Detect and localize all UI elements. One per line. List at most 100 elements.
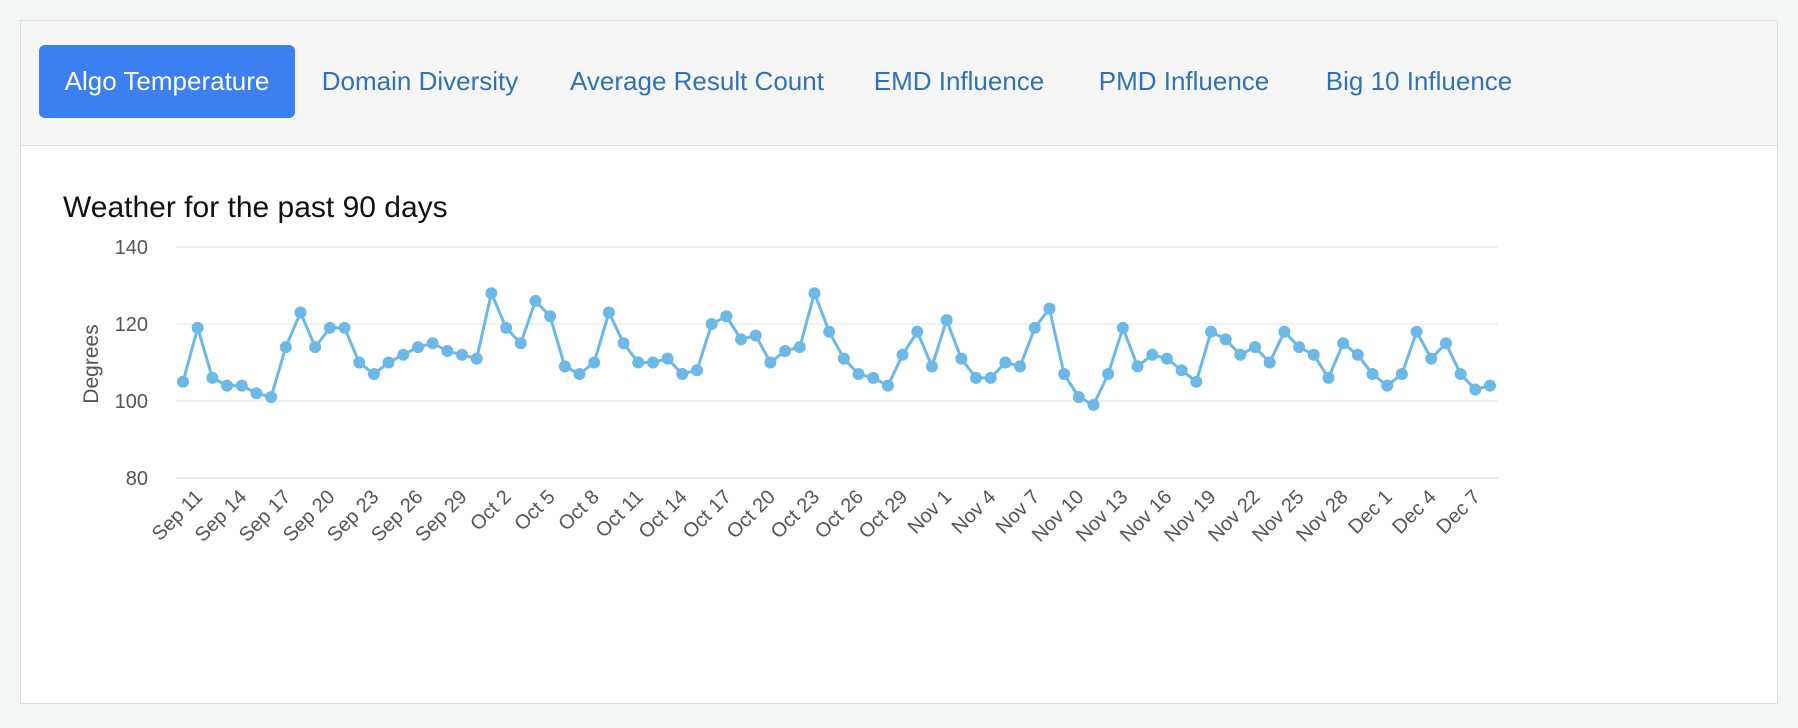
data-point[interactable] (867, 371, 880, 384)
data-point[interactable] (896, 348, 909, 361)
data-point[interactable] (265, 391, 278, 404)
data-point[interactable] (573, 368, 586, 381)
data-point[interactable] (1425, 352, 1438, 365)
data-point[interactable] (221, 379, 234, 392)
data-point[interactable] (823, 325, 836, 338)
data-point[interactable] (588, 356, 601, 369)
data-point[interactable] (632, 356, 645, 369)
data-point[interactable] (235, 379, 248, 392)
data-point[interactable] (1131, 360, 1144, 373)
data-point[interactable] (705, 318, 718, 330)
data-point[interactable] (441, 344, 454, 357)
data-point[interactable] (1204, 325, 1217, 338)
x-tick-label: Oct 26 (811, 486, 868, 543)
data-point[interactable] (1146, 348, 1159, 361)
data-point[interactable] (749, 329, 762, 342)
data-point[interactable] (940, 314, 953, 327)
tab-pmd-influence[interactable]: PMD Influence (1098, 66, 1270, 96)
data-point[interactable] (999, 356, 1012, 369)
tab-big-10-influence[interactable]: Big 10 Influence (1325, 66, 1513, 96)
data-point[interactable] (544, 310, 557, 323)
data-point[interactable] (1337, 337, 1350, 350)
data-point[interactable] (602, 306, 615, 319)
data-point[interactable] (367, 368, 380, 381)
data-point[interactable] (1395, 368, 1408, 381)
data-point[interactable] (1072, 391, 1085, 404)
data-point[interactable] (720, 310, 733, 323)
data-point[interactable] (911, 325, 924, 338)
data-point[interactable] (1175, 364, 1188, 377)
data-point[interactable] (1469, 383, 1482, 396)
data-point[interactable] (984, 371, 997, 384)
data-point[interactable] (1219, 333, 1232, 346)
data-point[interactable] (1366, 368, 1379, 381)
data-point[interactable] (426, 337, 439, 350)
data-point[interactable] (1307, 348, 1320, 361)
data-point[interactable] (485, 287, 498, 300)
x-tick-label: Nov 4 (948, 486, 1001, 539)
data-point[interactable] (1058, 368, 1071, 381)
data-point[interactable] (1381, 379, 1394, 392)
data-point[interactable] (1484, 379, 1496, 392)
data-point[interactable] (1263, 356, 1276, 369)
data-point[interactable] (470, 352, 483, 365)
data-point[interactable] (808, 287, 821, 300)
data-point[interactable] (177, 375, 189, 388)
data-point[interactable] (779, 344, 792, 357)
data-point[interactable] (1439, 337, 1452, 350)
data-point[interactable] (353, 356, 366, 369)
data-point[interactable] (397, 348, 410, 361)
data-point[interactable] (250, 387, 263, 400)
data-point[interactable] (1014, 360, 1027, 373)
data-point[interactable] (925, 360, 938, 373)
data-point[interactable] (1249, 341, 1262, 354)
data-point[interactable] (456, 348, 469, 361)
data-point[interactable] (646, 356, 659, 369)
x-tick-label: Nov 1 (904, 486, 957, 539)
tab-domain-diversity[interactable]: Domain Diversity (321, 66, 519, 96)
data-point[interactable] (1190, 375, 1203, 388)
data-point[interactable] (735, 333, 748, 346)
data-point[interactable] (1102, 368, 1115, 381)
data-point[interactable] (338, 321, 351, 334)
data-point[interactable] (206, 371, 219, 384)
data-point[interactable] (411, 341, 424, 354)
tab-average-result-count[interactable]: Average Result Count (570, 66, 824, 96)
data-point[interactable] (1116, 321, 1129, 334)
data-point[interactable] (676, 368, 689, 381)
data-point[interactable] (500, 321, 513, 334)
data-point[interactable] (1410, 325, 1423, 338)
data-point[interactable] (1028, 321, 1041, 334)
data-point[interactable] (279, 341, 292, 354)
data-point[interactable] (690, 364, 703, 377)
data-point[interactable] (764, 356, 777, 369)
data-point[interactable] (529, 294, 542, 307)
data-point[interactable] (294, 306, 307, 319)
x-tick-label: Oct 29 (855, 486, 912, 543)
data-point[interactable] (970, 371, 983, 384)
data-point[interactable] (309, 341, 322, 354)
data-point[interactable] (1278, 325, 1291, 338)
data-point[interactable] (1454, 368, 1467, 381)
data-point[interactable] (382, 356, 395, 369)
data-point[interactable] (1322, 371, 1335, 384)
data-point[interactable] (323, 321, 336, 334)
data-point[interactable] (793, 341, 806, 354)
tab-algo-temperature[interactable]: Algo Temperature (39, 45, 295, 118)
data-point[interactable] (191, 321, 204, 334)
data-point[interactable] (837, 352, 850, 365)
tab-emd-influence[interactable]: EMD Influence (873, 66, 1045, 96)
data-point[interactable] (617, 337, 630, 350)
data-point[interactable] (661, 352, 674, 365)
data-point[interactable] (852, 368, 865, 381)
data-point[interactable] (881, 379, 894, 392)
data-point[interactable] (1043, 302, 1056, 315)
data-point[interactable] (1293, 341, 1306, 354)
data-point[interactable] (1087, 398, 1100, 411)
data-point[interactable] (558, 360, 571, 373)
data-point[interactable] (955, 352, 968, 365)
data-point[interactable] (514, 337, 527, 350)
data-point[interactable] (1160, 352, 1173, 365)
data-point[interactable] (1234, 348, 1247, 361)
data-point[interactable] (1351, 348, 1364, 361)
